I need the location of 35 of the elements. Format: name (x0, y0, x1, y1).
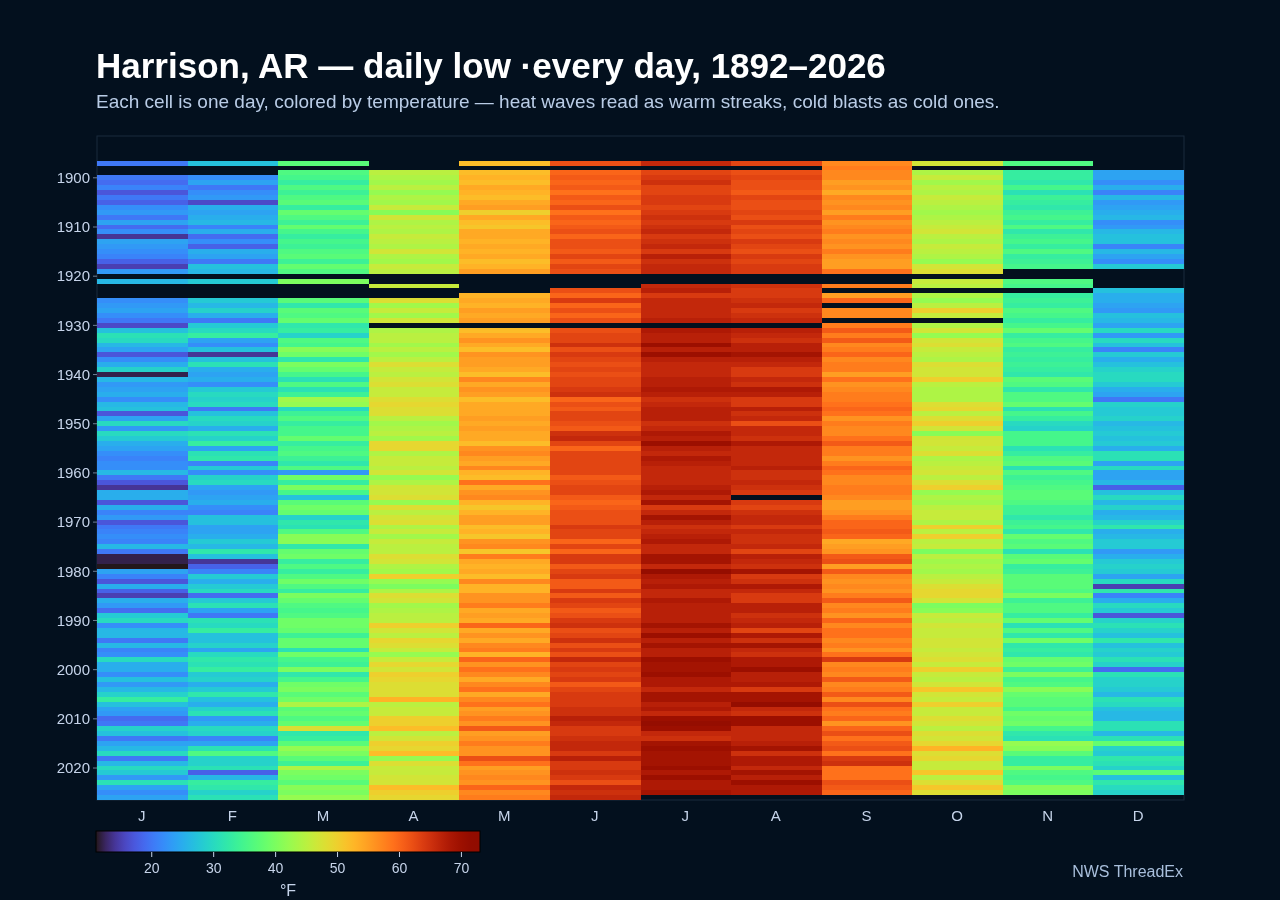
chart-title: Harrison, AR — daily low ·every day, 1892–2026 (96, 46, 886, 85)
y-tick-label: 1980 (56, 562, 90, 580)
x-tick-label: A (770, 807, 782, 824)
x-tick-label: J (681, 807, 691, 824)
color-bar-label: 50 (329, 860, 346, 876)
y-tick-label: 1990 (56, 611, 90, 629)
text: NWS ThreadEx (1072, 863, 1183, 880)
color-bar-label: 60 (391, 860, 408, 876)
x-tick-label: O (951, 807, 964, 824)
x-tick-label: D (1132, 807, 1145, 824)
x-tick-label: J (590, 807, 600, 824)
y-tick-label: 2000 (56, 660, 90, 678)
x-tick-label: J (138, 807, 147, 824)
x-tick-label: A (408, 807, 420, 824)
color-bar-label: 20 (143, 860, 160, 876)
x-tick-label: M (316, 807, 331, 824)
color-bar-title: °F (279, 882, 297, 899)
y-tick-label: 1960 (56, 464, 90, 482)
y-tick-label: 1950 (56, 414, 90, 432)
y-tick-label: 1910 (56, 218, 90, 236)
color-bar-label: 40 (267, 860, 284, 876)
y-tick-label: 2010 (56, 710, 90, 728)
x-tick-label: M (497, 807, 512, 824)
color-bar-label: 70 (453, 860, 470, 876)
x-tick-label: S (861, 807, 873, 824)
y-tick-label: 1970 (56, 513, 90, 531)
y-tick-label: 1920 (56, 267, 90, 285)
x-tick-label: F (227, 807, 238, 824)
y-tick-label: 1900 (56, 169, 90, 187)
y-tick-label: 1940 (56, 365, 90, 383)
y-tick-label: 2020 (56, 759, 90, 777)
color-bar-label: 30 (205, 860, 222, 876)
x-tick-label: N (1042, 807, 1055, 824)
chart-subtitle: Each cell is one day, colored by temperature — heat waves read as warm streaks, cold blasts as cold ones. (96, 91, 1000, 112)
y-tick-label: 1930 (56, 316, 90, 334)
